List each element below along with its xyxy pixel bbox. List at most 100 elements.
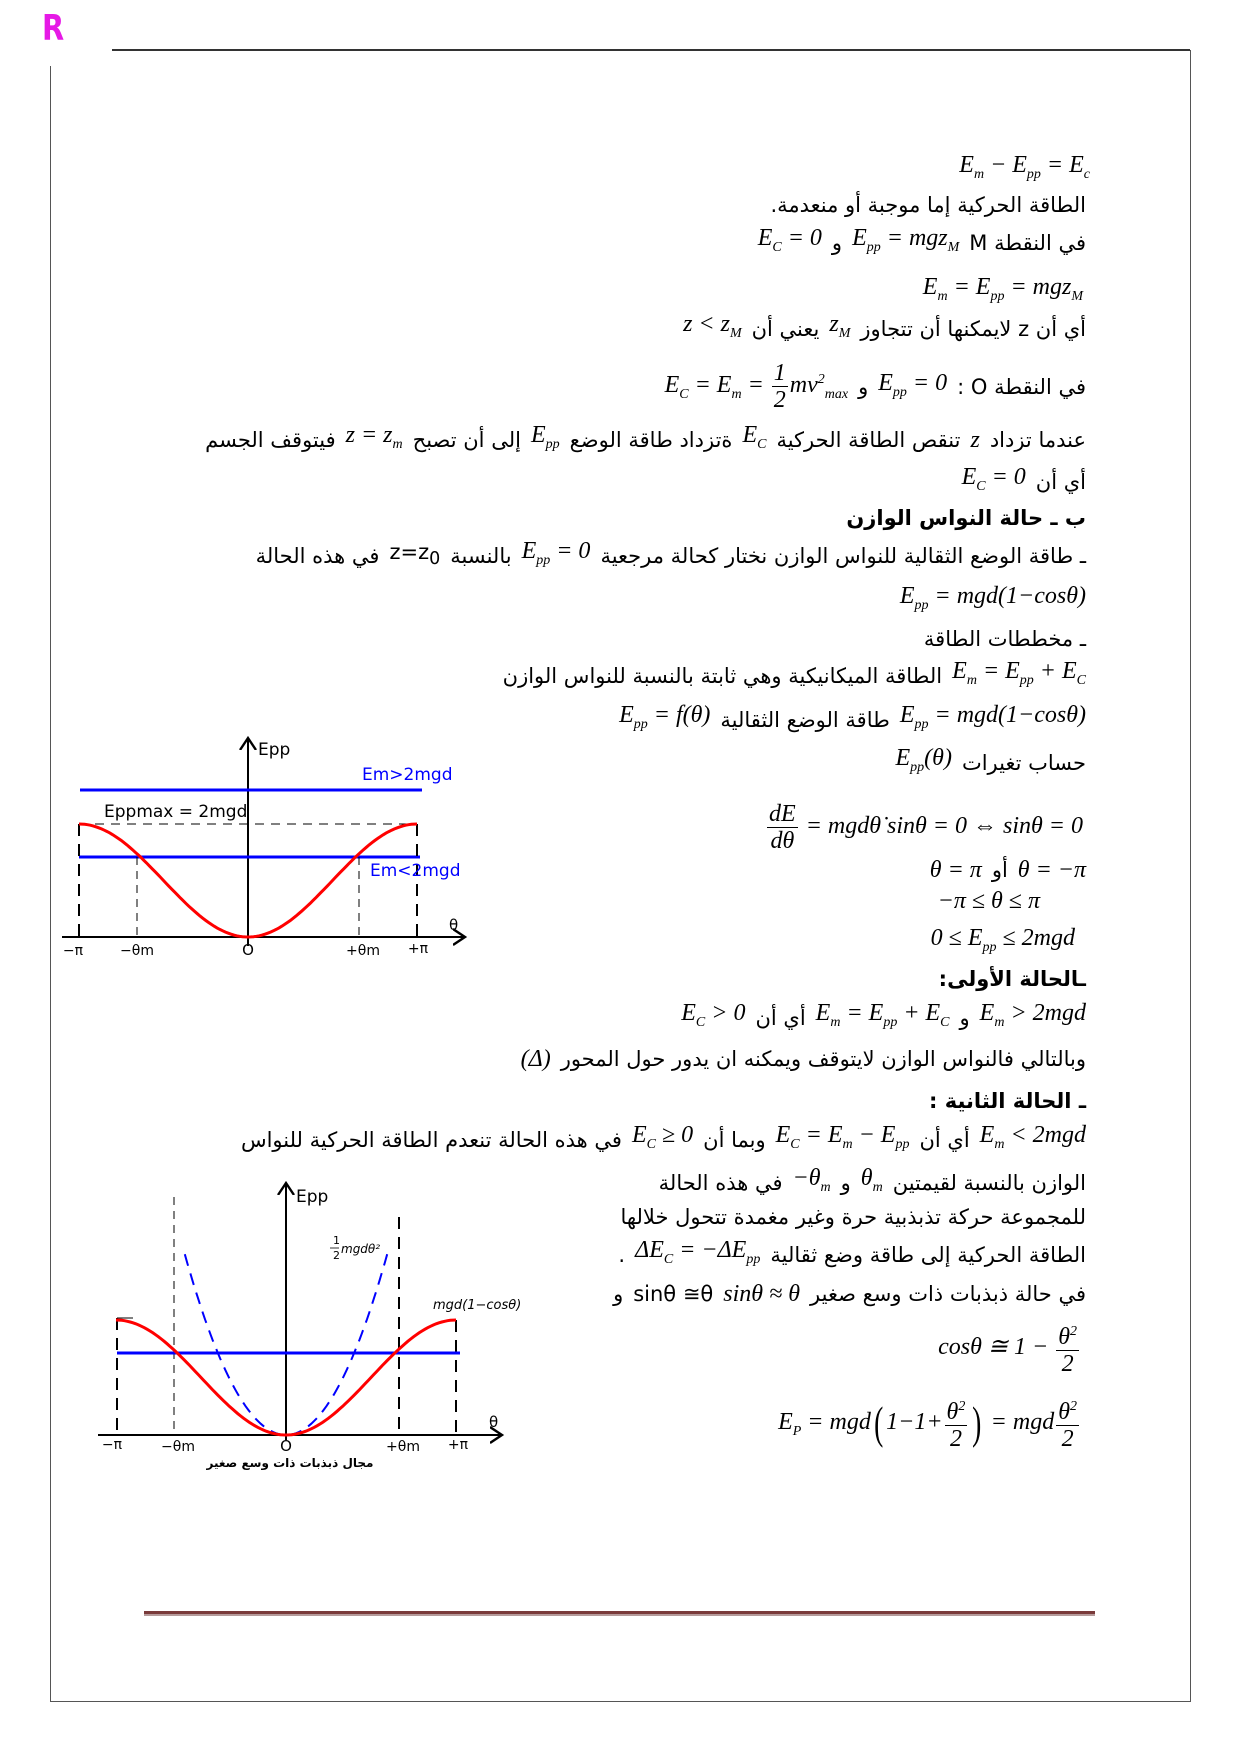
- header-rule: [112, 49, 1190, 51]
- tick-label: O: [242, 941, 254, 959]
- arabic-text: و: [840, 1170, 851, 1195]
- em-low-label: Em<2mgd: [370, 861, 461, 881]
- formula: Em = Epp = mgzM: [922, 274, 1083, 304]
- formula: EP = mgd(1−1+ θ2 2) = mgd θ2 2: [778, 1392, 1081, 1462]
- energy-diagram-1: Epp Em>2mgd Eppmax = 2mgd Em<2mgd θ −π −…: [62, 740, 463, 959]
- formula: zM: [829, 311, 851, 341]
- text-line: Em < 2mgd أي أن EC = Em − Epp وبما أن EC ≥ 0…: [236, 1115, 1091, 1155]
- arabic-text: الوازن بالنسبة لقيمتين: [892, 1170, 1086, 1195]
- arabic-text: في هذه الحالة: [255, 543, 380, 568]
- text-line: 0 ≤ Epp ≤ 2mgd: [926, 918, 1080, 958]
- parabola-approximation-curve: [183, 1253, 389, 1437]
- text-line: θ = −π أو θ = π: [925, 849, 1091, 889]
- text-line: حساب تغيرات Epp(θ): [890, 738, 1091, 778]
- text-line: Em − Epp = Ec: [954, 145, 1095, 185]
- arabic-text: في هذه الحالة: [658, 1170, 783, 1195]
- x-axis-label: θ: [449, 916, 458, 934]
- arabic-text: بالنسبة: [450, 543, 512, 568]
- arabic-text: الطاقة الحركية إلى طاقة وضع ثقالية: [770, 1242, 1086, 1267]
- tick-label: +π: [408, 941, 429, 957]
- arabic-text: و: [613, 1282, 624, 1306]
- epp-curve: [115, 1318, 457, 1437]
- y-axis-label: Epp: [258, 740, 290, 760]
- arabic-text: أي أن: [1035, 469, 1086, 494]
- formula: θ = −π: [1017, 857, 1086, 883]
- formula: Epp: [530, 422, 560, 452]
- tick-label: −θm: [120, 943, 154, 959]
- formula: EC = Em = 1 2 mv2max: [664, 360, 849, 413]
- formula: −π ≤ θ ≤ π: [937, 888, 1040, 914]
- arabic-text: أي أن z لايمكنها أن تتجاوز: [860, 316, 1086, 341]
- arabic-text: الطاقة الحركية إما موجبة أو منعدمة.: [770, 193, 1086, 217]
- tick-label: +θm: [386, 1439, 420, 1455]
- formula: 0 ≤ Epp ≤ 2mgd: [930, 925, 1075, 955]
- inline-expression: z=z0: [389, 540, 441, 570]
- heading-text: ـالحالة الأولى:: [938, 967, 1086, 991]
- tick-label: −π: [102, 1437, 123, 1453]
- formula: Epp = mgd(1−cosθ): [899, 583, 1086, 613]
- text-line: في النقطة M Epp = mgzM و EC = 0: [753, 218, 1091, 258]
- formula: EC = Em − Epp: [775, 1122, 910, 1152]
- inline-expression: sinθ ≅θ: [633, 1282, 714, 1306]
- formula: cosθ ≅ 1 − θ2 2: [938, 1317, 1081, 1377]
- arabic-text: عندما تزداد: [989, 427, 1086, 452]
- arabic-text: في حالة ذبذبات ذات وسع صغير: [810, 1282, 1086, 1306]
- formula: ΔEC = −ΔEpp: [635, 1237, 761, 1267]
- formula: Em − Epp = Ec: [959, 152, 1090, 182]
- section-heading: ـ الحالة الثانية :: [924, 1080, 1091, 1120]
- formula: Epp = 0: [521, 538, 591, 568]
- arabic-text: فيتوقف الجسم: [205, 427, 336, 452]
- formula: Em = Epp + EC: [952, 658, 1086, 688]
- arabic-text: يعني أن: [751, 316, 820, 341]
- formula: dE dθ = mgdθ̇ sinθ = 0 ⇔ sinθ = 0: [767, 800, 1083, 854]
- section-heading: ب ـ حالة النواس الوازن: [841, 497, 1091, 537]
- text-line: عندما تزداد z تنقص الطاقة الحركية EC ةتزداد …: [200, 415, 1091, 455]
- text-line: EP = mgd(1−1+ θ2 2) = mgd θ2 2: [773, 1392, 1086, 1452]
- curve-label: mgd(1−cosθ): [433, 1298, 521, 1313]
- page-border-left: [50, 66, 51, 1701]
- arabic-text: ةتزداد طاقة الوضع: [569, 427, 733, 452]
- arabic-text: إلى أن تصبح: [412, 427, 521, 452]
- text-line: cosθ ≅ 1 − θ2 2: [933, 1316, 1086, 1377]
- formula: Epp = 0: [878, 369, 948, 400]
- text-line: Em = Epp = mgzM: [918, 267, 1088, 307]
- arabic-text: ـ طاقة الوضع الثقالية للنواس الوازن نختا…: [600, 543, 1086, 568]
- text-line: الطاقة الحركية إلى طاقة وضع ثقالية ΔEC = …: [613, 1230, 1091, 1270]
- text-line: أي أن z لايمكنها أن تتجاوز zM يعني أن z < z…: [678, 304, 1091, 344]
- formula: Epp = mgzM: [852, 225, 960, 255]
- text-line: الطاقة الحركية إما موجبة أو منعدمة.: [765, 184, 1091, 224]
- text-line: Em > 2mgd و Em = Epp + EC أي أن EC > 0: [676, 993, 1091, 1033]
- footer-rule: [144, 1611, 1095, 1616]
- parabola-label-den: 2: [333, 1249, 340, 1262]
- tick-label: +π: [448, 1437, 469, 1453]
- epp-curve: [78, 822, 418, 939]
- tick-label: +θm: [346, 943, 380, 959]
- arabic-text: أو: [991, 858, 1008, 882]
- text-line: Em = Epp + EC الطاقة الميكانيكية وهي ثابت…: [498, 651, 1091, 691]
- formula: EC = 0: [961, 464, 1026, 494]
- heading-text: ب ـ حالة النواس الوازن: [846, 506, 1086, 530]
- logo: R: [42, 8, 65, 49]
- formula: EC > 0: [681, 1000, 746, 1030]
- formula: Epp = mgd(1−cosθ): [899, 702, 1086, 732]
- text-line: Epp = mgd(1−cosθ): [895, 576, 1091, 616]
- arabic-text: وبالتالي فالنواس الوازن لايتوقف ويمكنه ا…: [560, 1047, 1086, 1071]
- arabic-text: .: [618, 1242, 626, 1267]
- arabic-text: للمجموعة حركة تذبذبية حرة وغير مغمدة تتح…: [620, 1205, 1086, 1229]
- text-line: −π ≤ θ ≤ π: [933, 880, 1045, 920]
- figure-caption: مجال ذبذبات ذات وسع صغير: [206, 1456, 374, 1471]
- text-line: في حالة ذبذبات ذات وسع صغير sinθ ≈ θ sinθ …: [608, 1273, 1091, 1313]
- tick-label: −π: [63, 943, 84, 959]
- eppmax-label: Eppmax = 2mgd: [104, 802, 247, 822]
- arabic-text: و: [959, 1005, 970, 1030]
- section-heading: ـالحالة الأولى:: [934, 958, 1091, 998]
- text-line: للمجموعة حركة تذبذبية حرة وغير مغمدة تتح…: [615, 1196, 1091, 1236]
- formula: −θm: [792, 1165, 831, 1195]
- text-line: في النقطة O : Epp = 0 و EC = Em = 1 2 mv2max: [660, 360, 1091, 413]
- formula: Epp(θ): [895, 745, 952, 775]
- energy-diagram-2: Epp 1 2 mgdθ² mgd(1−cosθ) θ −π −θm O +θm…: [98, 1185, 521, 1471]
- parabola-label-num: 1: [333, 1234, 340, 1247]
- text-line: الوازن بالنسبة لقيمتين θm و −θm في هذه الحال…: [654, 1158, 1091, 1198]
- arabic-text: في النقطة O :: [957, 375, 1086, 400]
- arabic-text: في هذه الحالة تنعدم الطاقة الحركية للنوا…: [240, 1127, 622, 1152]
